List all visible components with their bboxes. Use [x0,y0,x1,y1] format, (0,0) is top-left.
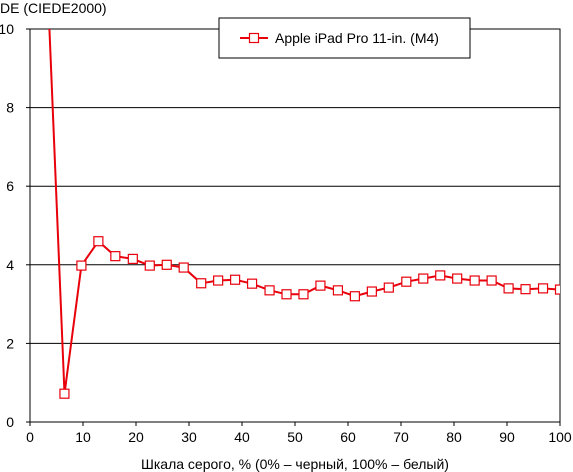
y-tick-label: 10 [0,21,14,37]
x-tick-label: 90 [499,429,515,445]
data-point [332,285,344,296]
data-point [161,259,172,270]
series-layer [48,29,560,399]
data-point [144,260,155,271]
data-point [520,284,531,295]
x-tick-label: 60 [340,429,356,445]
y-tick-label: 6 [6,178,14,194]
data-point [110,251,121,262]
y-axis-label: DE (CIEDE2000) [0,0,107,16]
data-point [93,236,104,247]
x-tick-label: 20 [128,429,144,445]
legend-marker-swatch [248,32,260,44]
x-tick-label: 80 [446,429,462,445]
y-tick-label: 2 [6,335,14,351]
data-point [452,273,463,284]
data-point [366,286,377,297]
data-point [315,280,326,291]
y-tick-label: 4 [6,257,14,273]
data-point [230,274,241,285]
data-point [554,284,560,295]
data-point [264,285,275,296]
data-point [383,282,394,293]
series-line [48,29,560,394]
legend-label: Apple iPad Pro 11-in. (M4) [275,30,439,46]
x-tick-label: 10 [75,429,91,445]
data-point [469,275,480,286]
x-tick-label: 100 [548,429,572,445]
x-axis-ticks: 0 10 20 30 40 50 60 70 80 90 100 [26,422,572,445]
x-axis-label: Шкала серого, % (0% – черный, 100% – бел… [141,456,449,472]
data-point [486,275,497,286]
data-point [503,283,514,294]
data-point [281,289,292,300]
grid-lines [30,107,560,344]
x-tick-label: 0 [26,429,34,445]
data-point [418,273,429,284]
data-point [537,283,549,294]
data-point [127,253,138,265]
x-tick-label: 30 [181,429,197,445]
data-point [178,262,189,273]
y-axis-ticks: 0 2 4 6 8 10 [0,21,30,430]
data-point [435,270,446,281]
data-point [349,291,360,302]
data-point [298,289,309,300]
data-point [59,388,70,399]
x-tick-label: 70 [393,429,409,445]
data-point [401,276,412,287]
y-tick-label: 8 [6,100,14,116]
x-tick-label: 40 [234,429,250,445]
data-point [76,260,87,271]
data-point [196,278,207,289]
data-point [246,278,258,289]
x-tick-label: 50 [287,429,303,445]
plot-area [29,28,561,423]
data-point [213,275,224,286]
legend: Apple iPad Pro 11-in. (M4) [218,17,471,59]
y-tick-label: 0 [6,414,14,430]
